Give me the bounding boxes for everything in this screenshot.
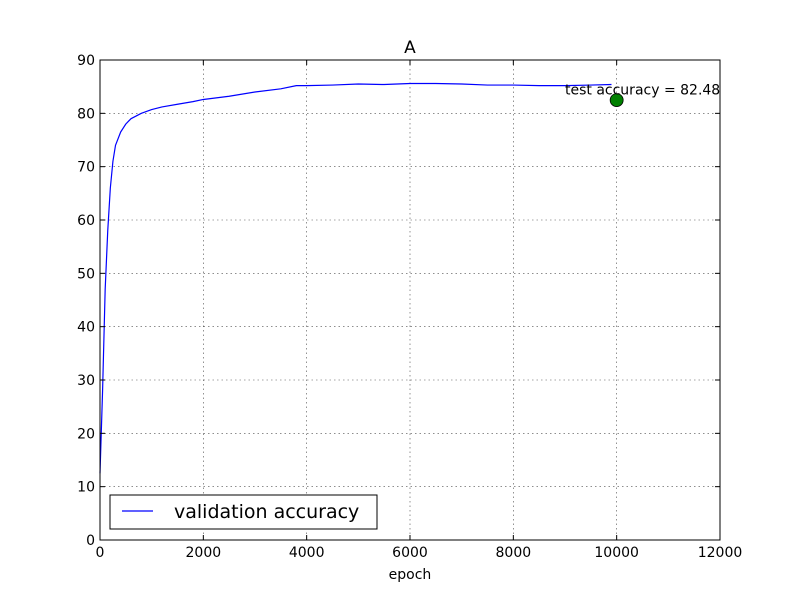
legend: validation accuracy	[109, 494, 378, 530]
x-tick-label: 6000	[392, 545, 428, 561]
y-tick-label: 0	[86, 533, 95, 549]
test-accuracy-point	[609, 93, 624, 108]
x-tick-label: 2000	[186, 545, 222, 561]
ticks-layer: 0 2000 4000 6000 8000 10000 12000 0 10 20 30 40 50 60…	[77, 53, 742, 561]
series-layer	[99, 82, 624, 474]
chart-title: A	[404, 38, 416, 58]
x-tick-label: 0	[96, 545, 105, 561]
y-tick-label: 40	[77, 320, 95, 336]
y-tick-label: 50	[77, 266, 95, 282]
y-tick-label: 20	[77, 426, 95, 442]
validation-accuracy-line	[99, 82, 612, 474]
test-accuracy-annotation: test accuracy = 82.48	[565, 82, 720, 98]
x-tick-label: 10000	[594, 545, 639, 561]
y-tick-label: 80	[77, 106, 95, 122]
y-tick-label: 30	[77, 373, 95, 389]
x-tick-label: 4000	[289, 545, 325, 561]
y-tick-label: 60	[77, 213, 95, 229]
legend-label: validation accuracy	[174, 501, 359, 523]
y-tick-label: 10	[77, 480, 95, 496]
legend-box	[109, 494, 378, 530]
x-tick-label: 12000	[698, 545, 743, 561]
x-tick-label: 8000	[496, 545, 532, 561]
y-tick-label: 70	[77, 160, 95, 176]
grid-layer	[100, 60, 720, 540]
x-axis-title: epoch	[389, 567, 432, 583]
y-tick-label: 90	[77, 53, 95, 69]
